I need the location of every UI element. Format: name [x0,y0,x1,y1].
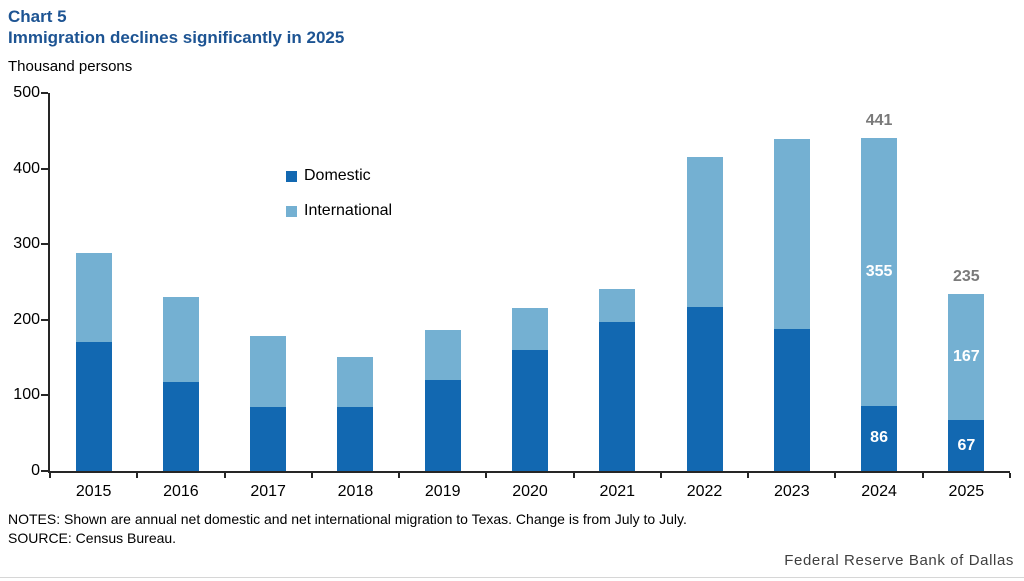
bar-segment-international-2021 [599,288,636,323]
bar-segment-domestic-2021 [599,322,636,471]
legend-label-domestic: Domestic [304,167,371,184]
legend-item-international: International [286,202,392,220]
x-axis-tick [834,473,837,478]
x-axis-label-2018: 2018 [337,483,374,500]
x-axis-tick [485,473,488,478]
footer-divider [0,577,1024,578]
footer-brand: Federal Reserve Bank of Dallas [784,552,1014,569]
legend-label-international: International [304,202,393,219]
x-axis-tick [223,473,226,478]
x-axis-label-2023: 2023 [774,483,810,500]
plot-area [48,93,1010,473]
x-axis-tick [921,473,924,478]
segment-value-label-international-2024: 355 [865,262,893,280]
bar-segment-international-2016 [162,297,199,382]
bar-segment-international-2024 [861,137,898,406]
x-axis-tick [49,473,51,478]
x-axis-label-2024: 2024 [861,483,897,500]
y-axis-tick-label: 300 [13,235,40,253]
bar-segment-domestic-2015 [75,342,112,471]
x-axis-tick [659,473,662,478]
bar-segment-international-2017 [250,335,287,408]
x-axis-tick [398,473,401,478]
y-axis-unit-label: Thousand persons [8,58,133,75]
source-line: SOURCE: Census Bureau. [8,530,177,546]
bar-segment-international-2022 [686,156,723,307]
x-axis-label-2020: 2020 [512,483,548,500]
chart-header: Chart 5 Immigration declines significant… [8,6,344,48]
y-axis-tick [41,470,48,472]
total-value-label-2024: 441 [865,111,893,129]
bar-segment-international-2015 [75,253,112,343]
segment-value-label-domestic-2024: 86 [870,429,888,447]
segment-value-label-domestic-2025: 67 [957,436,976,454]
x-axis-tick [136,473,139,478]
x-axis-line [48,471,1010,473]
x-axis-label-2025: 2025 [948,483,985,500]
bar-segment-domestic-2023 [773,328,810,471]
x-axis-label-2017: 2017 [250,483,286,500]
y-axis-line [48,93,50,471]
notes-line: NOTES: Shown are annual net domestic and… [8,511,687,527]
y-axis-tick [41,243,48,246]
bar-segment-domestic-2018 [337,407,374,471]
bar-segment-international-2020 [512,308,548,351]
y-axis-tick [41,394,48,397]
bar-segment-domestic-2024 [861,405,898,471]
chart-number: Chart 5 [8,7,67,26]
bar-segment-international-2023 [773,139,810,329]
x-axis-label-2015: 2015 [75,483,112,500]
legend-item-domestic: Domestic [286,167,392,185]
y-axis-tick-label: 0 [31,462,40,479]
y-axis-tick [41,167,48,170]
x-axis-tick [572,473,575,478]
x-axis-label-2022: 2022 [686,483,723,500]
bar-segment-international-2018 [337,356,374,408]
bar-segment-domestic-2016 [162,381,199,471]
x-axis-tick [310,473,313,478]
y-axis-tick-label: 200 [13,310,40,328]
y-axis-tick [41,318,48,321]
legend: Domestic International [286,167,392,237]
y-axis-tick-label: 500 [13,84,40,101]
bar-segment-international-2019 [424,329,461,381]
x-axis-label-2019: 2019 [424,483,461,500]
legend-swatch-domestic-icon [286,170,297,182]
bar-segment-domestic-2019 [424,380,461,471]
x-axis-label-2021: 2021 [599,483,636,500]
bar-segment-domestic-2025 [948,420,985,471]
x-axis-label-2016: 2016 [163,483,199,500]
bar-segment-international-2025 [948,294,985,421]
segment-value-label-international-2025: 167 [953,348,980,366]
y-axis-tick [41,92,48,94]
bar-segment-domestic-2022 [686,306,723,471]
x-axis-tick [747,473,750,478]
chart-notes: NOTES: Shown are annual net domestic and… [8,510,687,548]
x-axis-tick [1009,473,1011,478]
total-value-label-2025: 235 [953,268,980,286]
bar-segment-domestic-2017 [250,407,287,471]
legend-swatch-international-icon [286,205,297,217]
y-axis-tick-label: 100 [13,386,40,404]
bar-segment-domestic-2020 [512,350,548,471]
y-axis-tick-label: 400 [13,159,40,177]
chart-title: Immigration declines significantly in 20… [8,28,345,47]
